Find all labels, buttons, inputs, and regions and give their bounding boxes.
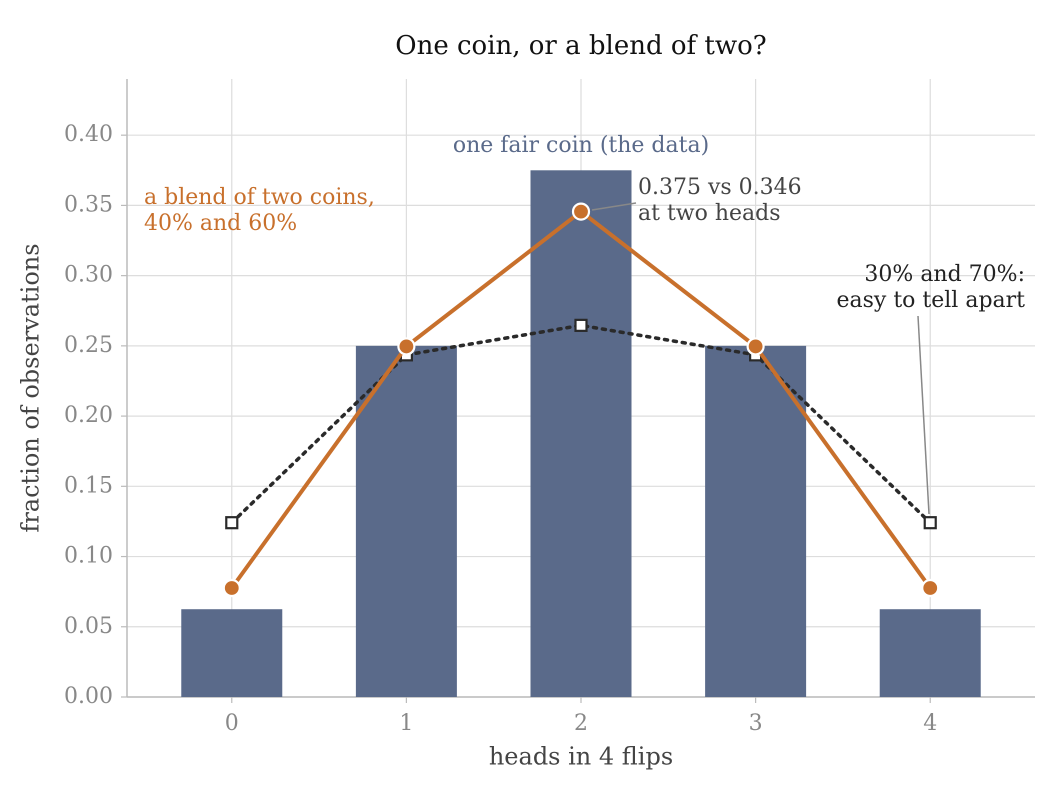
annotation: one fair coin (the data) — [453, 133, 709, 158]
y-tick-label: 0.10 — [64, 544, 113, 569]
square-marker — [225, 516, 239, 530]
x-tick-label: 1 — [399, 711, 413, 736]
x-tick-label: 0 — [225, 711, 239, 736]
circle-marker — [571, 202, 591, 221]
x-tick-label: 2 — [574, 711, 588, 736]
annotation-arrow — [917, 315, 930, 515]
chart-title: One coin, or a blend of two? — [395, 31, 766, 61]
circle-marker — [746, 337, 765, 356]
x-axis-label: heads in 4 flips — [489, 743, 673, 771]
y-tick-label: 0.40 — [64, 122, 113, 147]
annotation-arrow — [591, 202, 637, 211]
y-tick-label: 0.15 — [64, 473, 113, 498]
annotation: a blend of two coins, — [144, 185, 375, 210]
y-tick-label: 0.30 — [64, 263, 113, 288]
annotation: easy to tell apart — [836, 288, 1025, 313]
circle-marker — [921, 578, 940, 598]
circle-marker — [222, 578, 241, 598]
y-tick-label: 0.25 — [64, 333, 113, 358]
annotation: at two heads — [638, 201, 781, 226]
bar — [879, 609, 981, 697]
bar — [181, 609, 283, 697]
dotted-line — [230, 323, 932, 525]
bar — [355, 345, 457, 697]
annotation: 30% and 70%: — [864, 262, 1025, 287]
y-tick-label: 0.05 — [64, 614, 113, 639]
bar — [705, 345, 807, 697]
y-tick-label: 0.00 — [64, 684, 113, 709]
circle-marker — [397, 337, 416, 356]
y-tick-label: 0.35 — [64, 192, 113, 217]
square-marker — [923, 516, 937, 530]
annotation: 40% and 60% — [144, 211, 297, 236]
bar — [530, 170, 632, 697]
x-tick-label: 4 — [923, 711, 937, 736]
y-axis-label: fraction of observations — [17, 243, 45, 532]
x-tick-label: 3 — [749, 711, 763, 736]
square-marker — [574, 318, 588, 332]
annotation: 0.375 vs 0.346 — [638, 175, 802, 200]
y-tick-label: 0.20 — [64, 403, 113, 428]
